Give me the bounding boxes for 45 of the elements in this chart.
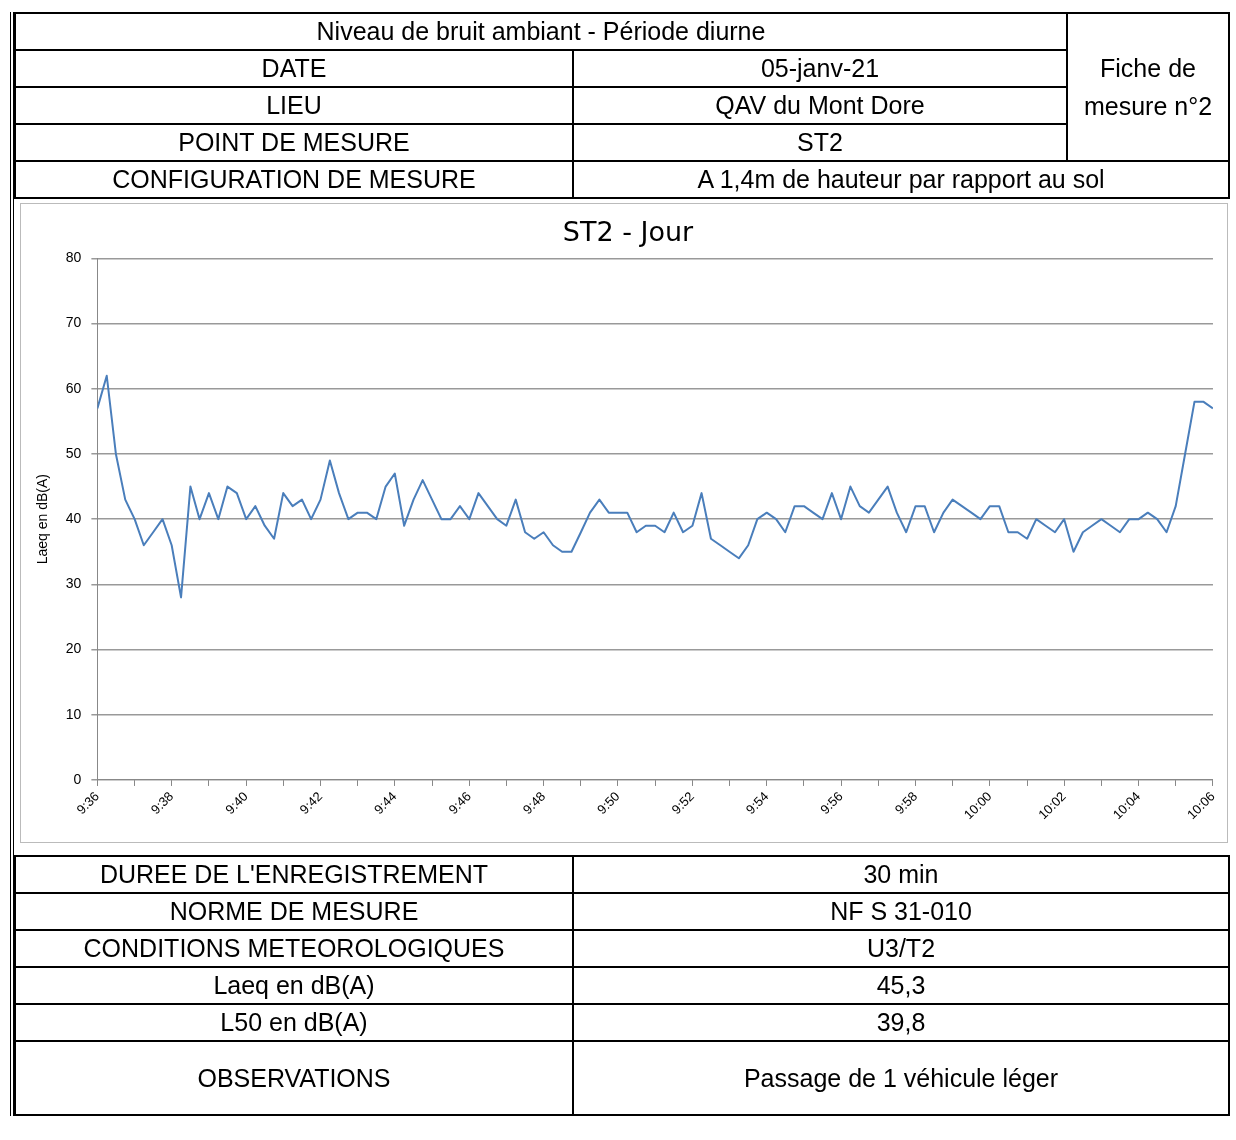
text: QAV du Mont Dore	[573, 87, 1067, 124]
y-tick-label: 60	[65, 379, 82, 396]
x-tick-label: 9:50	[594, 788, 623, 818]
y-tick-label: 30	[65, 575, 82, 592]
text: NF S 31-010	[573, 893, 1229, 930]
y-tick-label: 0	[73, 770, 82, 787]
x-tick-label: 9:44	[370, 788, 400, 818]
y-tick-label: 80	[65, 249, 82, 266]
text: Niveau de bruit ambiant - Période diurne	[15, 13, 1067, 50]
x-tick-label: 9:58	[891, 788, 921, 818]
text: U3/T2	[573, 930, 1229, 967]
y-axis-title: Laeq en dB(A)	[34, 474, 51, 565]
text: OBSERVATIONS	[15, 1041, 573, 1115]
y-tick-label: 10	[65, 705, 82, 722]
text: ST2	[573, 124, 1067, 161]
text: Passage de 1 véhicule léger	[573, 1041, 1229, 1115]
text: 45,3	[573, 967, 1229, 1004]
text: 05-janv-21	[573, 50, 1067, 87]
text: CONDITIONS METEOROLOGIQUES	[15, 930, 573, 967]
x-tick-label: 9:40	[222, 788, 251, 818]
text: L50 en dB(A)	[15, 1004, 573, 1041]
text: A 1,4m de hauteur par rapport au sol	[573, 161, 1229, 198]
text: NORME DE MESURE	[15, 893, 573, 930]
text: 30 min	[573, 856, 1229, 893]
x-tick-label: 9:38	[147, 788, 177, 818]
text: POINT DE MESURE	[15, 124, 573, 161]
y-tick-label: 50	[65, 444, 82, 461]
y-tick-label: 40	[65, 510, 82, 527]
text: LIEU	[15, 87, 573, 124]
text: Fiche de mesure n°2	[1067, 13, 1229, 161]
x-tick-label: 9:36	[73, 788, 103, 818]
text: DUREE DE L'ENREGISTREMENT	[15, 856, 573, 893]
text: 39,8	[573, 1004, 1229, 1041]
x-tick-label: 9:56	[817, 788, 846, 818]
x-tick-label: 9:42	[296, 788, 326, 818]
y-tick-label: 70	[65, 314, 82, 331]
x-tick-label: 9:48	[519, 788, 549, 818]
text: DATE	[15, 50, 573, 87]
x-tick-label: 9:54	[742, 788, 772, 818]
chart-title: ST2 - Jour	[562, 216, 695, 248]
text: Laeq en dB(A)	[15, 967, 573, 1004]
x-tick-label: 9:46	[445, 788, 474, 818]
x-tick-label: 9:52	[668, 788, 698, 818]
y-tick-label: 20	[65, 640, 82, 657]
text: CONFIGURATION DE MESURE	[15, 161, 573, 198]
